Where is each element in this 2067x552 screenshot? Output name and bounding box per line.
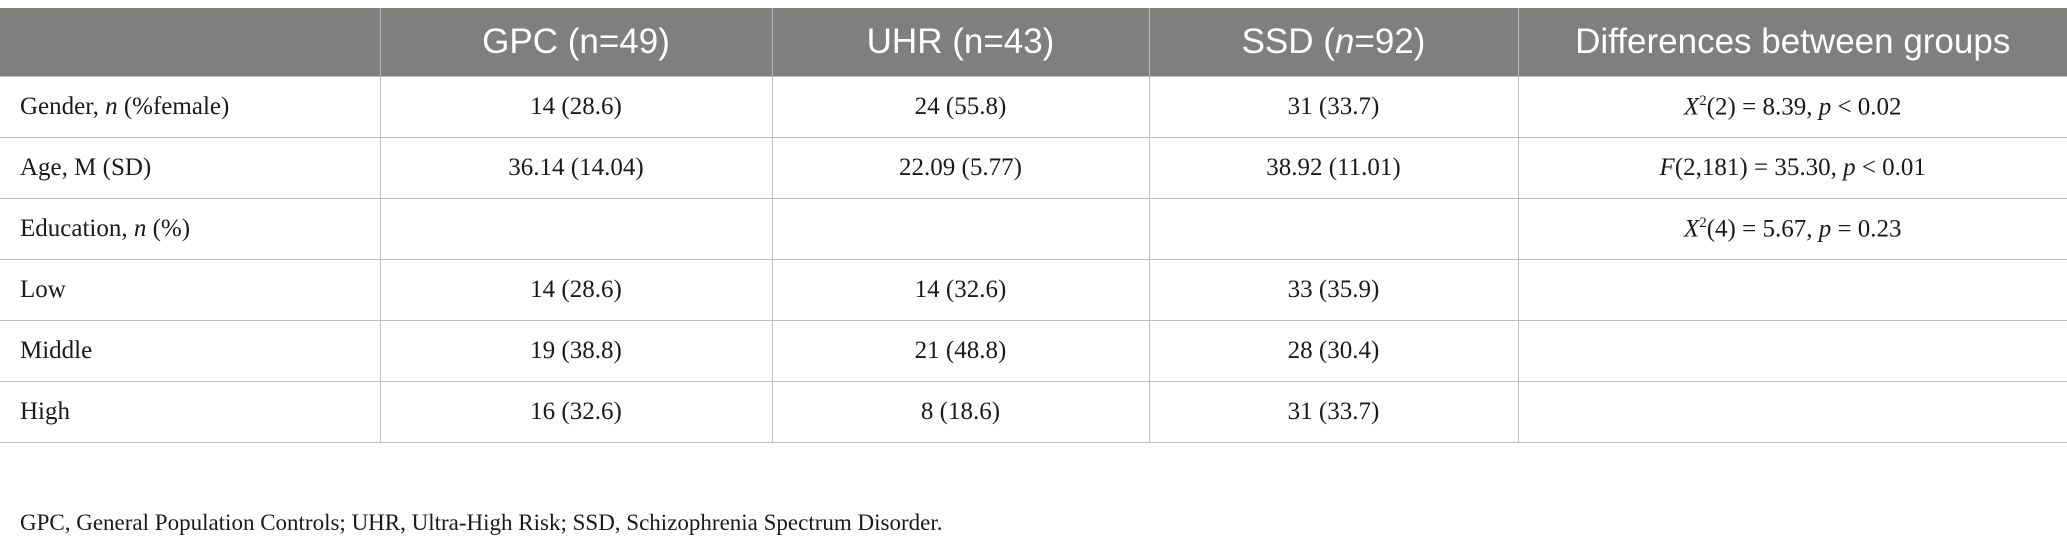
cell-diff [1517, 259, 2067, 321]
cell-diff: X2(4) = 5.67, p = 0.23 [1517, 198, 2067, 260]
cell-ssd: 31 (33.7) [1148, 381, 1518, 443]
cell-uhr [771, 198, 1149, 260]
cell-gpc: 36.14 (14.04) [379, 137, 772, 199]
header-row: GPC (n=49) UHR (n=43) SSD (n=92) Differe… [0, 8, 2067, 77]
cell-diff [1517, 320, 2067, 382]
stat-superscript: 2 [1699, 214, 1707, 231]
cell-gpc: 16 (32.6) [379, 381, 772, 443]
cell-gpc [379, 198, 772, 260]
header-ssd-n: n [1334, 22, 1355, 61]
header-uhr: UHR (n=43) [771, 8, 1149, 77]
cell-diff [1517, 381, 2067, 443]
row-label-prefix: Education, [20, 215, 134, 242]
cell-diff: X2(2) = 8.39, p < 0.02 [1517, 76, 2067, 138]
p-symbol: p [1818, 215, 1832, 243]
row-label: Low [0, 259, 380, 321]
p-value: < 0.02 [1831, 93, 1902, 121]
table-row-education: Education, n (%) X2(4) = 5.67, p = 0.23 [0, 198, 2067, 260]
p-value: = 0.23 [1831, 215, 1902, 243]
row-label: Middle [0, 320, 380, 382]
row-label: High [0, 381, 380, 443]
header-row-label [0, 8, 380, 77]
header-ssd-prefix: SSD ( [1241, 22, 1335, 61]
stat-symbol: X [1683, 93, 1700, 121]
cell-uhr: 8 (18.6) [771, 381, 1149, 443]
table-row-low: Low 14 (28.6) 14 (32.6) 33 (35.9) [0, 259, 2067, 321]
cell-ssd: 28 (30.4) [1148, 320, 1518, 382]
row-label: Education, n (%) [0, 198, 380, 260]
row-label-suffix: (%female) [117, 93, 230, 120]
row-label-suffix: (%) [146, 215, 191, 242]
cell-uhr: 22.09 (5.77) [771, 137, 1149, 199]
stat-superscript: 2 [1699, 92, 1707, 109]
stat-symbol: F [1659, 154, 1675, 181]
table-row-middle: Middle 19 (38.8) 21 (48.8) 28 (30.4) [0, 320, 2067, 382]
table-row-gender: Gender, n (%female) 14 (28.6) 24 (55.8) … [0, 76, 2067, 138]
p-value: < 0.01 [1855, 154, 1926, 181]
stat-value: (2) = 8.39, [1706, 93, 1819, 121]
header-ssd-suffix: =92) [1354, 22, 1426, 61]
header-differences: Differences between groups [1517, 8, 2067, 77]
cell-uhr: 24 (55.8) [771, 76, 1149, 138]
cell-uhr: 21 (48.8) [771, 320, 1149, 382]
cell-ssd: 33 (35.9) [1148, 259, 1518, 321]
table-row-age: Age, M (SD) 36.14 (14.04) 22.09 (5.77) 3… [0, 137, 2067, 199]
header-ssd: SSD (n=92) [1148, 8, 1518, 77]
header-gpc: GPC (n=49) [379, 8, 772, 77]
cell-gpc: 14 (28.6) [379, 76, 772, 138]
cell-uhr: 14 (32.6) [771, 259, 1149, 321]
p-symbol: p [1818, 93, 1832, 121]
row-label: Age, M (SD) [0, 137, 380, 199]
table-footnote: GPC, General Population Controls; UHR, U… [20, 510, 943, 535]
stat-symbol: X [1683, 215, 1700, 243]
cell-ssd: 38.92 (11.01) [1148, 137, 1518, 199]
demographics-table: GPC (n=49) UHR (n=43) SSD (n=92) Differe… [0, 8, 2067, 443]
table-row-high: High 16 (32.6) 8 (18.6) 31 (33.7) [0, 381, 2067, 443]
row-label-n: n [105, 93, 118, 120]
cell-gpc: 14 (28.6) [379, 259, 772, 321]
p-symbol: p [1843, 154, 1856, 181]
cell-ssd [1148, 198, 1518, 260]
row-label-n: n [133, 215, 147, 242]
row-label-prefix: Gender, [20, 93, 106, 120]
cell-gpc: 19 (38.8) [379, 320, 772, 382]
stat-value: (4) = 5.67, [1706, 215, 1819, 243]
cell-diff: F(2,181) = 35.30, p < 0.01 [1517, 137, 2067, 199]
stat-value: (2,181) = 35.30, [1674, 154, 1844, 181]
row-label: Gender, n (%female) [0, 76, 380, 138]
cell-ssd: 31 (33.7) [1148, 76, 1518, 138]
